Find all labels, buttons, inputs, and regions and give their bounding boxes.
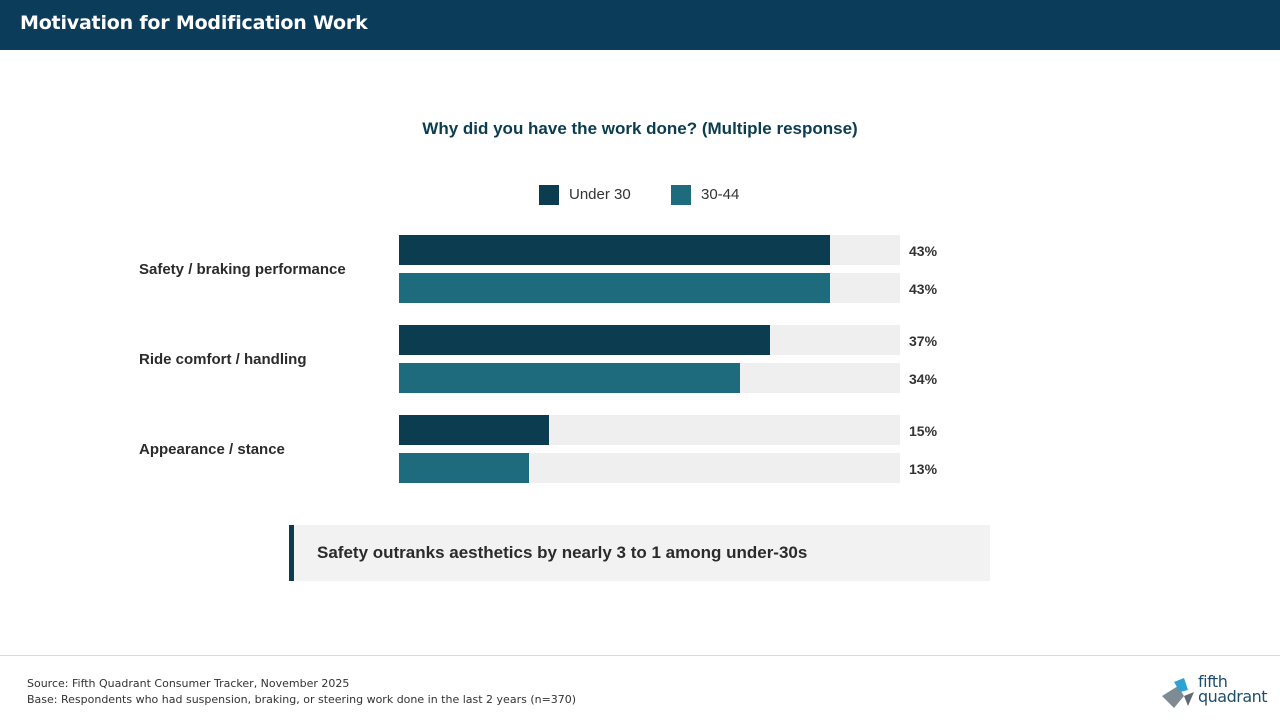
bar-track (399, 235, 900, 265)
source-note: Source: Fifth Quadrant Consumer Tracker,… (27, 677, 350, 690)
footer-divider (0, 655, 1280, 656)
bar-30-44-safety (399, 273, 830, 303)
base-note: Base: Respondents who had suspension, br… (27, 693, 577, 706)
legend-label-30-44: 30-44 (701, 186, 740, 203)
logo-line-1: fifth (1198, 672, 1228, 691)
bar-30-44-ride-comfort (399, 363, 740, 393)
bar-under-30-safety (399, 235, 830, 265)
category-label: Safety / braking performance (139, 261, 346, 278)
category-label: Appearance / stance (139, 441, 285, 458)
value-label: 34% (909, 371, 938, 387)
logo-wordmark: fifth quadrant (1198, 672, 1268, 706)
logo-line-2: quadrant (1198, 687, 1268, 706)
bar-30-44-appearance (399, 453, 529, 483)
legend-swatch-30-44 (671, 185, 691, 205)
chart-title: Why did you have the work done? (Multipl… (422, 119, 858, 138)
legend-swatch-under-30 (539, 185, 559, 205)
value-label: 37% (909, 333, 938, 349)
value-label: 15% (909, 423, 938, 439)
bar-track (399, 325, 900, 355)
value-label: 13% (909, 461, 938, 477)
bar-under-30-appearance (399, 415, 549, 445)
key-insight-callout: Safety outranks aesthetics by nearly 3 t… (289, 525, 990, 581)
category-label: Ride comfort / handling (139, 351, 307, 368)
value-label: 43% (909, 243, 938, 259)
bar-track (399, 453, 900, 483)
bar-under-30-ride-comfort (399, 325, 770, 355)
callout-text: Safety outranks aesthetics by nearly 3 t… (317, 543, 808, 562)
bar-track (399, 363, 900, 393)
legend-label-under-30: Under 30 (569, 186, 631, 203)
footer-notes: Source: Fifth Quadrant Consumer Tracker,… (27, 676, 576, 708)
logo-mark-icon (1162, 678, 1194, 708)
bar-track (399, 415, 900, 445)
header-bar: Motivation for Modification Work (0, 0, 1280, 50)
page-title: Motivation for Modification Work (20, 12, 368, 34)
bar-track (399, 273, 900, 303)
value-label: 43% (909, 281, 938, 297)
fifth-quadrant-logo: fifth quadrant (1160, 674, 1270, 714)
